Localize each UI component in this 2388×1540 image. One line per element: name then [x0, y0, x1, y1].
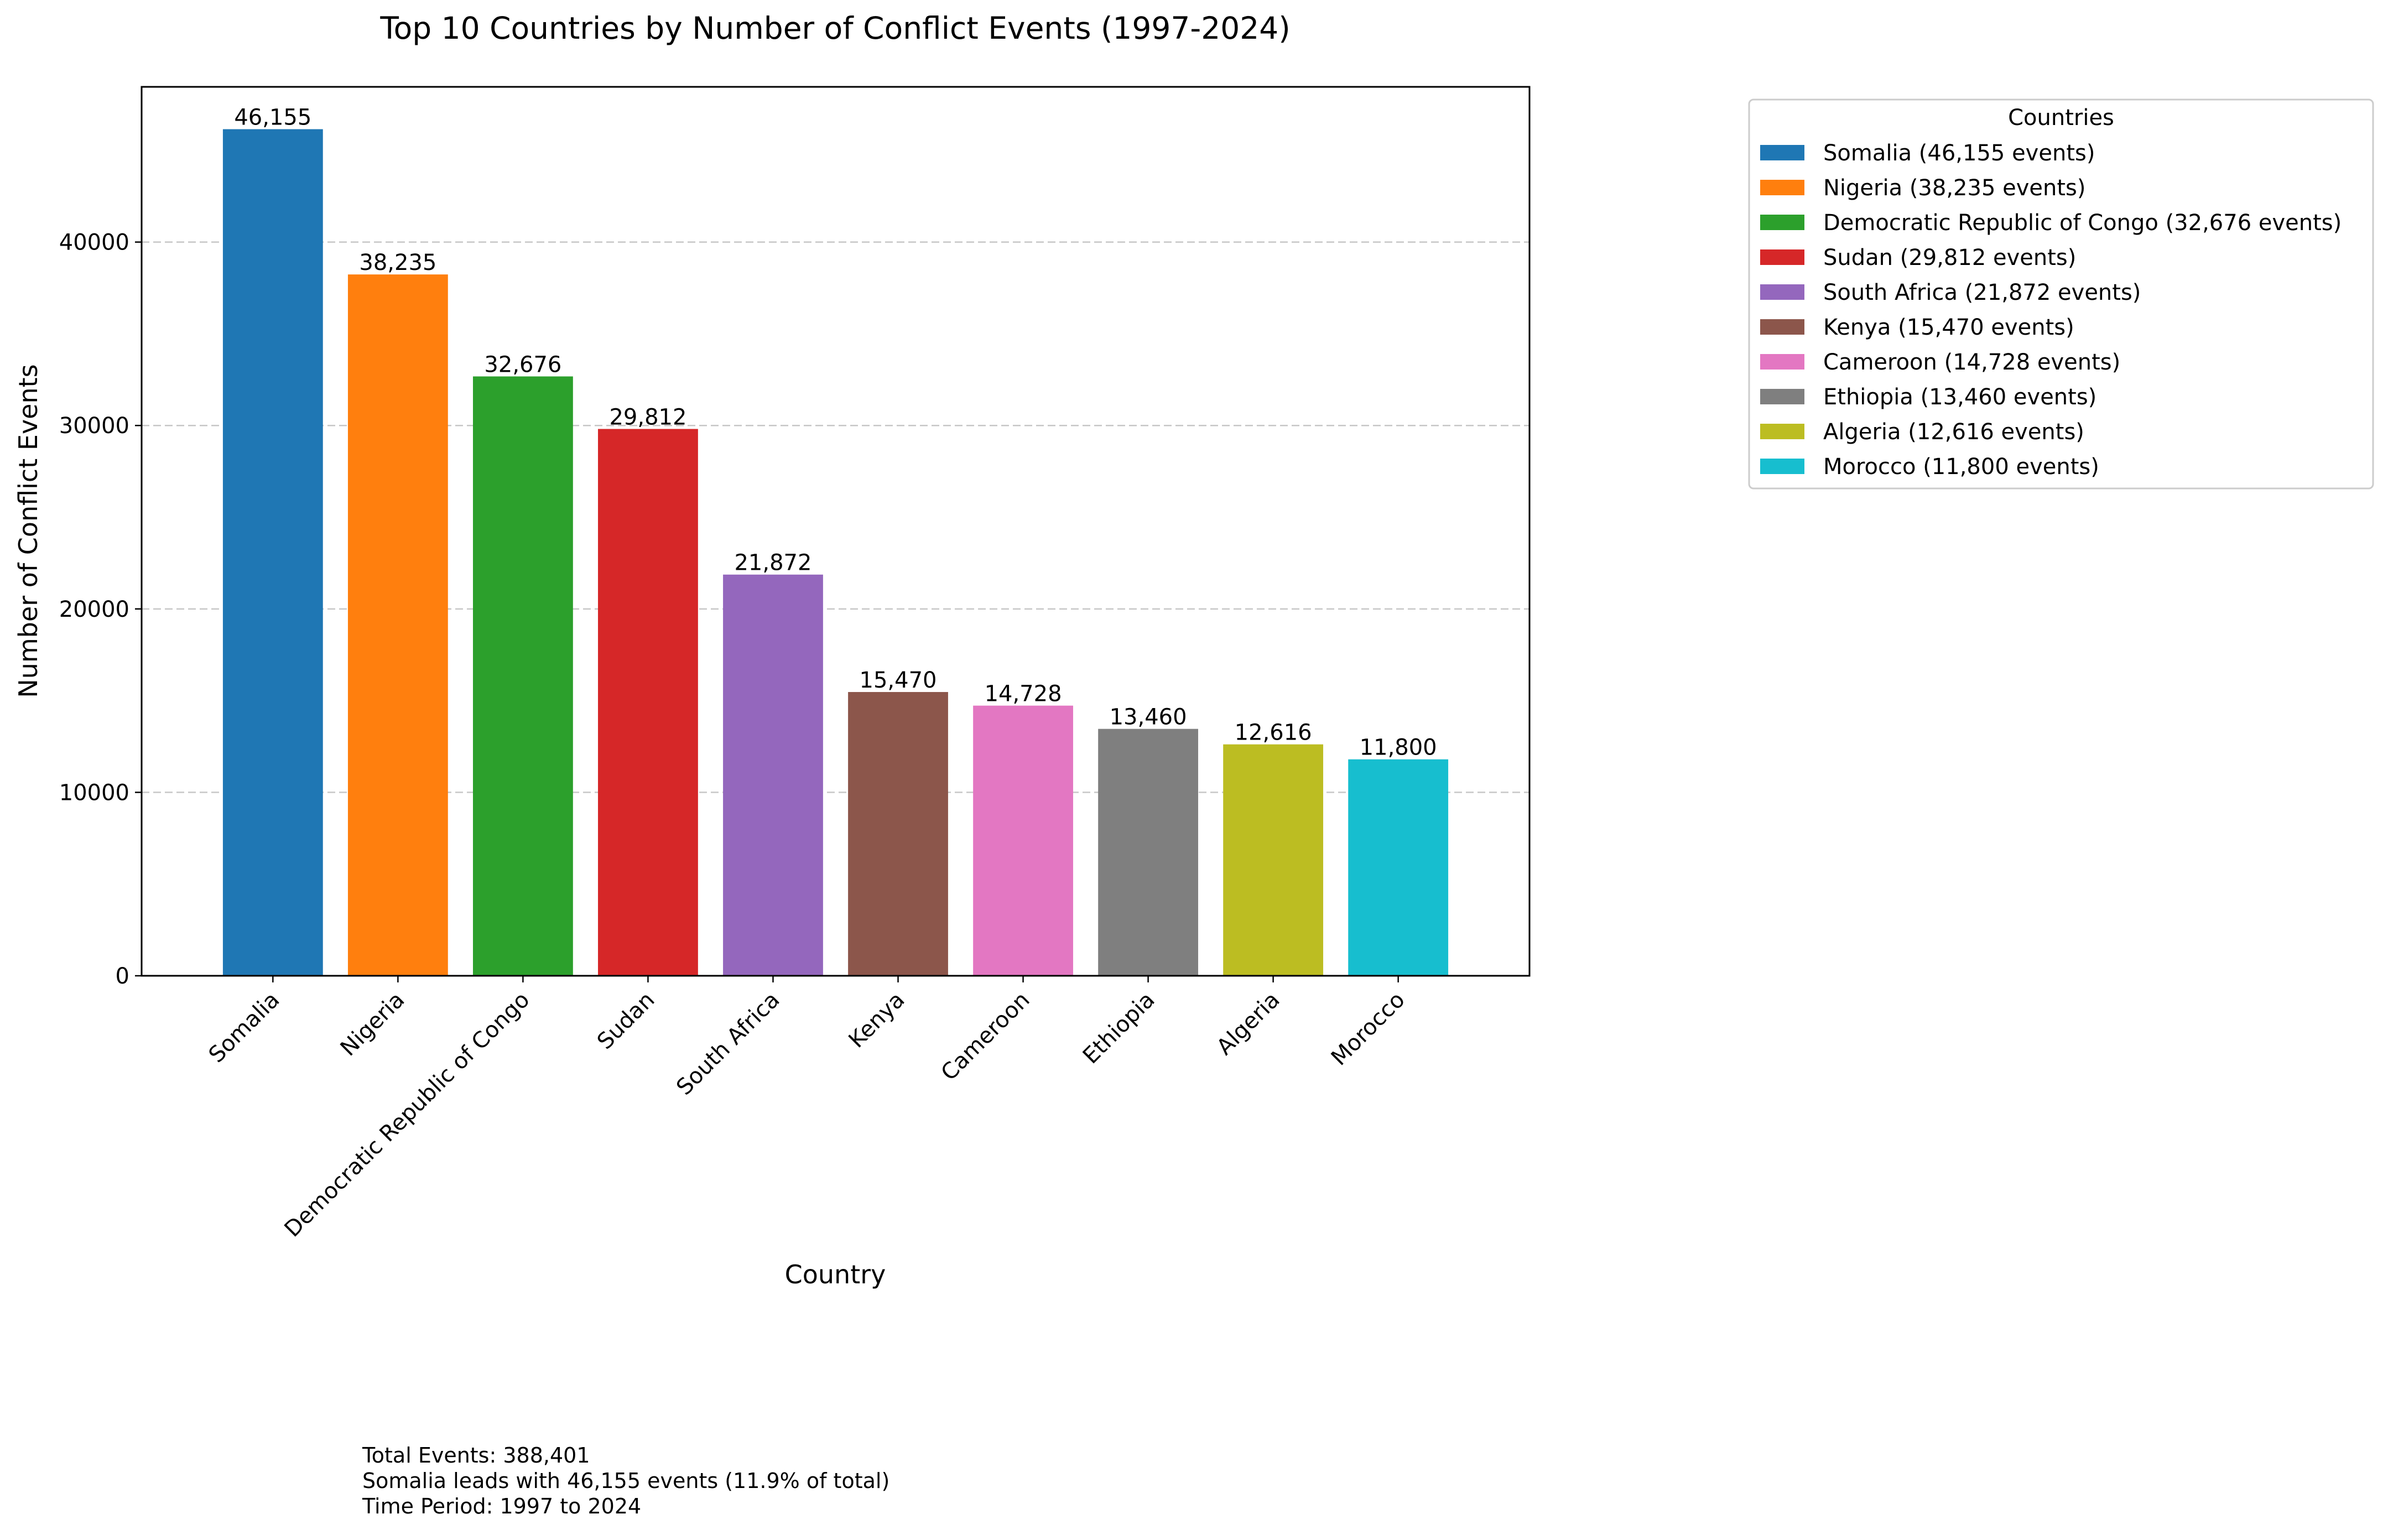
bar — [723, 574, 823, 976]
leader-text: Somalia leads with 46,155 events (11.9% … — [362, 1469, 890, 1493]
y-axis-ticks: 0 10000 20000 30000 40000 — [59, 230, 142, 989]
bar-value-label: 11,800 — [1360, 735, 1437, 761]
x-tick-label: Algeria — [1212, 987, 1285, 1060]
x-tick-label: Morocco — [1326, 987, 1410, 1071]
y-tick-label: 0 — [116, 964, 129, 989]
x-tick-label: Nigeria — [336, 987, 410, 1062]
legend-entry-label: South Africa (21,872 events) — [1823, 280, 2141, 305]
x-tick-label: South Africa — [672, 987, 784, 1100]
bar — [1223, 744, 1324, 976]
time-period-text: Time Period: 1997 to 2024 — [362, 1494, 642, 1518]
bar — [1348, 759, 1449, 976]
legend-swatch — [1760, 424, 1804, 439]
legend: Countries Somalia (46,155 events) Nigeria… — [1748, 98, 2374, 490]
bar-value-label: 29,812 — [609, 404, 686, 430]
bar-value-label: 13,460 — [1110, 705, 1187, 730]
x-tick-label: Ethiopia — [1078, 987, 1160, 1069]
legend-entry-label: Algeria (12,616 events) — [1823, 419, 2084, 445]
total-events-text: Total Events: 388,401 — [362, 1443, 590, 1468]
x-axis-label: Country — [785, 1260, 886, 1289]
bar — [973, 705, 1073, 976]
legend-entry-label: Cameroon (14,728 events) — [1823, 350, 2120, 375]
legend-swatch — [1760, 180, 1804, 195]
bar-value-labels: 46,155 38,235 32,676 29,812 21,872 15,470 14,7… — [234, 105, 1437, 761]
legend-entry-label: Ethiopia (13,460 events) — [1823, 384, 2096, 410]
legend-swatch — [1760, 459, 1804, 474]
x-tick-label: Sudan — [592, 987, 660, 1055]
legend-entry-label: Morocco (11,800 events) — [1823, 454, 2099, 480]
legend-swatch — [1760, 389, 1804, 404]
legend-swatch — [1760, 145, 1804, 160]
bar — [1098, 729, 1199, 976]
bar-value-label: 21,872 — [734, 550, 811, 576]
x-tick-label: Democratic Republic of Congo — [280, 987, 535, 1242]
bar — [222, 129, 323, 976]
legend-items: Somalia (46,155 events) Nigeria (38,235 e… — [1760, 141, 2342, 480]
bar — [472, 376, 573, 976]
legend-entry-label: Nigeria (38,235 events) — [1823, 175, 2085, 201]
y-tick-label: 20000 — [59, 597, 129, 622]
bar — [598, 429, 698, 976]
bar-value-label: 38,235 — [359, 250, 436, 275]
bar-value-label: 14,728 — [985, 681, 1062, 707]
bar-value-label: 12,616 — [1235, 720, 1312, 746]
legend-box — [1748, 98, 2374, 490]
bars — [222, 129, 1449, 976]
legend-swatch — [1760, 284, 1804, 300]
legend-entry-label: Democratic Republic of Congo (32,676 eve… — [1823, 210, 2342, 236]
x-tick-label: Cameroon — [937, 987, 1035, 1086]
bar-value-label: 46,155 — [234, 105, 311, 131]
legend-swatch — [1760, 215, 1804, 230]
legend-entry-label: Kenya (15,470 events) — [1823, 315, 2074, 340]
chart-title: Top 10 Countries by Number of Conflict E… — [379, 11, 1290, 46]
legend-swatch — [1760, 249, 1804, 265]
summary-notes: Total Events: 388,401 Somalia leads with… — [362, 1443, 889, 1519]
bar-value-label: 15,470 — [860, 668, 937, 693]
legend-swatch — [1760, 354, 1804, 370]
bar-value-label: 32,676 — [484, 352, 561, 377]
y-axis-label: Number of Conflict Events — [13, 364, 43, 698]
legend-title: Countries — [2008, 105, 2114, 131]
plot-frame — [141, 86, 1531, 977]
x-tick-label: Kenya — [844, 987, 910, 1053]
bar — [848, 692, 948, 976]
y-tick-label: 30000 — [59, 413, 129, 439]
y-tick-label: 10000 — [59, 780, 129, 805]
bar — [347, 274, 448, 976]
legend-entry-label: Somalia (46,155 events) — [1823, 141, 2095, 166]
x-tick-label: Somalia — [204, 987, 285, 1068]
y-tick-label: 40000 — [59, 230, 129, 256]
legend-swatch — [1760, 319, 1804, 335]
legend-entry-label: Sudan (29,812 events) — [1823, 245, 2076, 270]
